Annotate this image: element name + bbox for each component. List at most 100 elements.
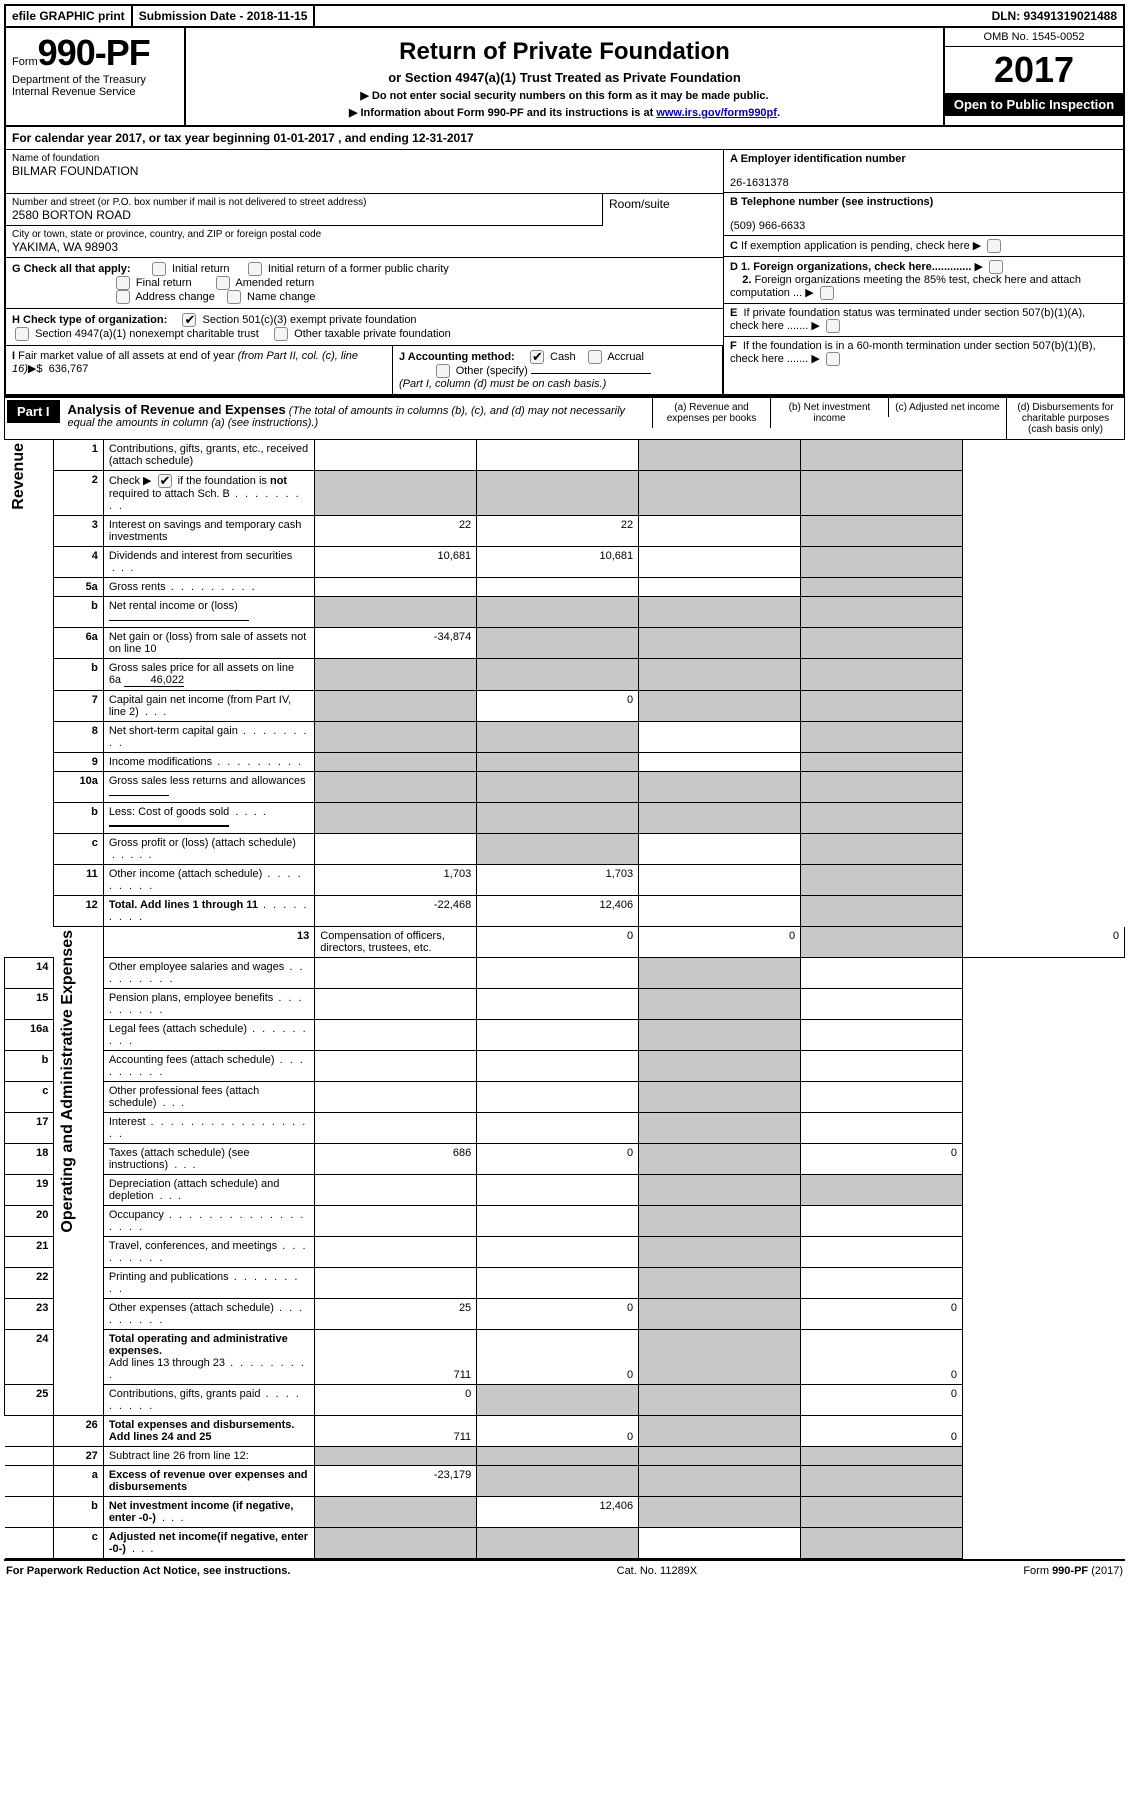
initial-former-checkbox[interactable] xyxy=(248,262,262,276)
arrow-icon: ▶ xyxy=(973,239,981,252)
ssn-note: ▶ Do not enter social security numbers o… xyxy=(192,89,937,102)
g-label: G Check all that apply: xyxy=(12,263,131,275)
section-f: F If the foundation is in a 60-month ter… xyxy=(724,337,1123,369)
calendar-year-row: For calendar year 2017, or tax year begi… xyxy=(4,127,1125,150)
form-footer: Form 990-PF (2017) xyxy=(1023,1565,1123,1577)
room-suite-cell: Room/suite xyxy=(603,194,723,226)
schb-checkbox[interactable] xyxy=(158,474,172,488)
g-item-5: Name change xyxy=(247,291,316,303)
line-3: 3Interest on savings and temporary cash … xyxy=(5,516,1125,547)
line-25: 25Contributions, gifts, grants paid00 xyxy=(5,1385,1125,1416)
addr-label: Number and street (or P.O. box number if… xyxy=(12,197,596,208)
header-left: Form990-PF Department of the Treasury In… xyxy=(6,28,186,125)
cash-checkbox[interactable] xyxy=(530,350,544,364)
j-accrual: Accrual xyxy=(607,351,644,363)
line-4: 4Dividends and interest from securities … xyxy=(5,547,1125,578)
section-c: C If exemption application is pending, c… xyxy=(724,236,1123,257)
top-bar: efile GRAPHIC print Submission Date - 20… xyxy=(4,4,1125,28)
section-j: J Accounting method: Cash Accrual Other … xyxy=(393,346,723,394)
ein-cell: A Employer identification number 26-1631… xyxy=(724,150,1123,193)
info-note: ▶ Information about Form 990-PF and its … xyxy=(192,106,937,119)
col-a-head: (a) Revenue and expenses per books xyxy=(652,398,770,428)
irs: Internal Revenue Service xyxy=(12,86,178,98)
line-19: 19Depreciation (attach schedule) and dep… xyxy=(5,1175,1125,1206)
form-header: Form990-PF Department of the Treasury In… xyxy=(4,28,1125,127)
h-item-0: Section 501(c)(3) exempt private foundat… xyxy=(203,314,417,326)
b-label: B Telephone number (see instructions) xyxy=(730,196,933,208)
address-cell: Number and street (or P.O. box number if… xyxy=(6,194,603,226)
phone-cell: B Telephone number (see instructions) (5… xyxy=(724,193,1123,236)
street-address: 2580 BORTON ROAD xyxy=(12,208,596,222)
city-state-zip: YAKIMA, WA 98903 xyxy=(12,240,717,254)
city-label: City or town, state or province, country… xyxy=(12,229,717,240)
revenue-side-label: Revenue xyxy=(10,443,28,510)
line-15: 15Pension plans, employee benefits xyxy=(5,989,1125,1020)
form-number: 990-PF xyxy=(38,32,150,73)
line-5b: bNet rental income or (loss) xyxy=(5,597,1125,628)
line-14: 14Other employee salaries and wages xyxy=(5,958,1125,989)
line-10c: cGross profit or (loss) (attach schedule… xyxy=(5,834,1125,865)
amended-return-checkbox[interactable] xyxy=(216,276,230,290)
line-10a: 10aGross sales less returns and allowanc… xyxy=(5,772,1125,803)
foundation-name: BILMAR FOUNDATION xyxy=(12,164,717,178)
efile-btn[interactable]: efile GRAPHIC print xyxy=(6,6,133,26)
part1-title: Analysis of Revenue and Expenses (The to… xyxy=(62,398,652,433)
arrow-icon: ▶ xyxy=(811,352,819,365)
exemption-pending-checkbox[interactable] xyxy=(987,239,1001,253)
form-prefix: Form xyxy=(12,56,38,68)
omb-no: OMB No. 1545-0052 xyxy=(945,28,1123,47)
other-taxable-checkbox[interactable] xyxy=(274,327,288,341)
line-26: 26Total expenses and disbursements. Add … xyxy=(5,1416,1125,1447)
col-b-head: (b) Net investment income xyxy=(770,398,888,428)
line-27c: cAdjusted net income(if negative, enter … xyxy=(5,1528,1125,1559)
line-16c: cOther professional fees (attach schedul… xyxy=(5,1082,1125,1113)
foreign-85-checkbox[interactable] xyxy=(820,286,834,300)
public-inspection: Open to Public Inspection xyxy=(945,93,1123,116)
accrual-checkbox[interactable] xyxy=(588,350,602,364)
lines-table: Revenue 1Contributions, gifts, grants, e… xyxy=(4,440,1125,1559)
4947a1-checkbox[interactable] xyxy=(15,327,29,341)
g-item-2: Final return xyxy=(136,277,192,289)
part1-header: Part I Analysis of Revenue and Expenses … xyxy=(4,396,1125,440)
j-note: (Part I, column (d) must be on cash basi… xyxy=(399,378,606,390)
foundation-name-cell: Name of foundation BILMAR FOUNDATION xyxy=(6,150,723,194)
section-d: D 1. Foreign organizations, check here..… xyxy=(724,257,1123,304)
line-2: 2Check ▶ if the foundation is not requir… xyxy=(5,471,1125,516)
final-return-checkbox[interactable] xyxy=(116,276,130,290)
arrow-icon: ▶ xyxy=(805,286,813,299)
foreign-org-checkbox[interactable] xyxy=(989,260,1003,274)
line-10b: bLess: Cost of goods sold . . . . xyxy=(5,803,1125,834)
arrow-icon: ▶ xyxy=(975,260,983,273)
501c3-checkbox[interactable] xyxy=(182,313,196,327)
j-label: J Accounting method: xyxy=(399,351,515,363)
form-title: Return of Private Foundation xyxy=(192,38,937,66)
h-item-1: Section 4947(a)(1) nonexempt charitable … xyxy=(35,328,259,340)
line-11: 11Other income (attach schedule)1,7031,7… xyxy=(5,865,1125,896)
line-22: 22Printing and publications xyxy=(5,1268,1125,1299)
line-17: 17Interest xyxy=(5,1113,1125,1144)
irs-link[interactable]: www.irs.gov/form990pf xyxy=(656,107,777,119)
paperwork-notice: For Paperwork Reduction Act Notice, see … xyxy=(6,1565,290,1577)
ein: 26-1631378 xyxy=(730,177,789,189)
name-change-checkbox[interactable] xyxy=(227,290,241,304)
60month-checkbox[interactable] xyxy=(826,352,840,366)
address-change-checkbox[interactable] xyxy=(116,290,130,304)
g-item-3: Amended return xyxy=(235,277,314,289)
line-1: Revenue 1Contributions, gifts, grants, e… xyxy=(5,440,1125,471)
arrow-icon: ▶ xyxy=(811,319,819,332)
terminated-checkbox[interactable] xyxy=(826,319,840,333)
h-item-2: Other taxable private foundation xyxy=(294,328,451,340)
g-item-0: Initial return xyxy=(172,263,229,275)
other-method-checkbox[interactable] xyxy=(436,364,450,378)
cat-no: Cat. No. 11289X xyxy=(617,1565,698,1577)
section-i: I Fair market value of all assets at end… xyxy=(6,346,393,394)
g-item-1: Initial return of a former public charit… xyxy=(268,263,449,275)
info-grid: Name of foundation BILMAR FOUNDATION Num… xyxy=(4,150,1125,396)
other-specify-input[interactable] xyxy=(531,373,651,374)
line-27b: bNet investment income (if negative, ent… xyxy=(5,1497,1125,1528)
j-other: Other (specify) xyxy=(456,365,528,377)
line-27a: aExcess of revenue over expenses and dis… xyxy=(5,1466,1125,1497)
j-cash: Cash xyxy=(550,351,576,363)
initial-return-checkbox[interactable] xyxy=(152,262,166,276)
col-c-head: (c) Adjusted net income xyxy=(888,398,1006,417)
